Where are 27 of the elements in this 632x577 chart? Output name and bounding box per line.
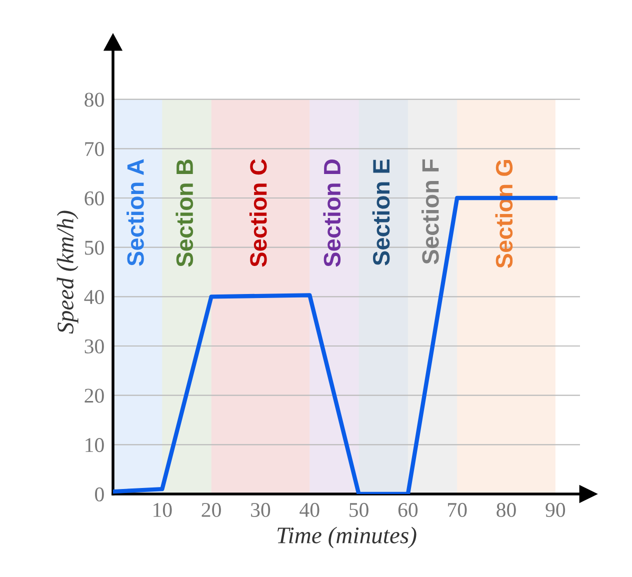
- y-tick-label: 60: [84, 191, 104, 206]
- x-tick-label: 50: [350, 502, 368, 517]
- band-label: Section F: [422, 159, 439, 264]
- x-tick-label: 90: [546, 502, 566, 517]
- y-tick-label: 10: [86, 438, 104, 452]
- x-tick-label: 30: [251, 502, 270, 517]
- y-tick-label: 40: [84, 290, 104, 304]
- y-tick-label: 50: [85, 240, 104, 255]
- band-label: Section C: [249, 159, 267, 267]
- x-tick-label: 20: [202, 502, 221, 517]
- x-tick-label: 10: [154, 502, 172, 517]
- x-tick-label: 40: [300, 502, 320, 517]
- y-tick-label: 80: [84, 92, 104, 107]
- band-label: Section E: [372, 159, 390, 266]
- x-tick-label: 70: [448, 502, 467, 517]
- x-tick-label: 60: [398, 502, 418, 517]
- y-tick-label: 70: [85, 142, 104, 156]
- y-tick-label: 30: [84, 339, 104, 354]
- band-label: Section B: [176, 160, 194, 267]
- x-tick-label: 80: [496, 502, 516, 517]
- band-label: Section D: [323, 160, 341, 267]
- y-tick-label: 20: [84, 388, 104, 403]
- band-label: Section A: [126, 159, 144, 266]
- band-label: Section G: [495, 160, 513, 268]
- x-axis-title: Time (minutes): [278, 526, 416, 548]
- y-axis-title: Speed (km/h): [56, 210, 78, 334]
- y-tick-label: 0: [95, 487, 104, 502]
